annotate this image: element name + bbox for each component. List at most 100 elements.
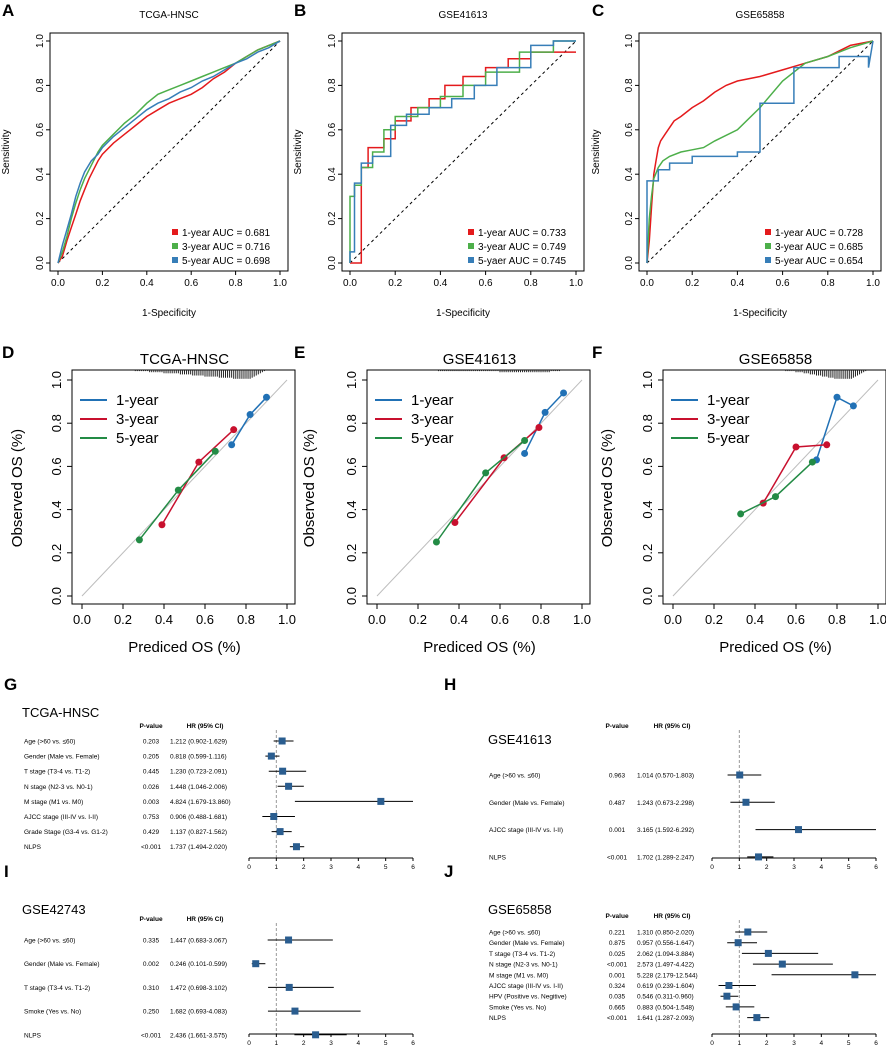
row-hr-ci: 2.436 (1.661-3.575) <box>170 1032 227 1039</box>
hr-marker <box>270 813 278 820</box>
row-label: Age (>60 vs. ≤60) <box>24 739 75 746</box>
plot-frame <box>366 369 591 605</box>
roc-curve-5-year <box>349 40 576 263</box>
legend-entry: 3-year AUC = 0.685 <box>775 242 864 253</box>
calibration-point <box>833 393 841 401</box>
chart-title: TCGA-HNSC <box>140 351 229 368</box>
x-tick-label: 0.0 <box>343 278 357 289</box>
calibration-point <box>263 393 270 401</box>
legend-swatch <box>172 243 178 249</box>
row-hr-ci: 0.246 (0.101-0.599) <box>170 961 227 968</box>
ideal-line <box>672 379 879 597</box>
calibration-panel-E: E GSE41613 0.0 0.0 0.2 0.2 0.4 0.4 0.6 0.6 0.8 0.8 1… <box>294 343 591 656</box>
row-label: M stage (M1 vs. M0) <box>489 972 548 979</box>
panel-label: I <box>4 862 9 881</box>
x-tick-label: 0.6 <box>491 612 509 627</box>
x-tick-label: 3 <box>329 864 333 871</box>
legend-entry: 3-year <box>707 411 750 428</box>
roc-curve-3-year <box>349 40 576 263</box>
x-tick-label: 5 <box>847 864 851 871</box>
panel-label: D <box>2 343 14 362</box>
row-hr-ci: 1.243 (0.673-2.298) <box>637 800 694 807</box>
row-hr-ci: 1.137 (0.827-1.562) <box>170 829 227 836</box>
header-p-value: P-value <box>605 913 629 920</box>
legend-entry: 1-year AUC = 0.728 <box>775 228 864 239</box>
roc-curve-5-year <box>57 40 281 264</box>
calibration-point <box>808 458 816 466</box>
hr-marker <box>736 771 744 779</box>
row-hr-ci: 1.737 (1.494-2.020) <box>170 844 227 851</box>
x-tick-label: 4 <box>357 1040 361 1047</box>
y-tick-label: 0.8 <box>35 78 46 92</box>
forest-panel-H: H GSE41613 P-value HR (95% CI) 0 1 2 3 4 5 6 Age (>… <box>444 675 878 871</box>
roc-panel-B: B GSE41613 0.0 0.0 0.2 0.2 0.4 0.4 0.6 0.6 0.8 0.8 1… <box>293 1 585 319</box>
row-hr-ci: 3.165 (1.592-6.292) <box>637 827 694 834</box>
x-tick-label: 5 <box>384 1040 388 1047</box>
row-label: HPV (Positive vs. Negitive) <box>489 994 567 1001</box>
legend-entry: 5-year <box>411 430 454 447</box>
legend-entry: 3-year <box>411 411 454 428</box>
calibration-line-5-year <box>740 461 813 515</box>
x-tick-label: 1.0 <box>569 278 583 289</box>
y-tick-label: 0.4 <box>344 501 359 519</box>
y-axis-title: Sensitivity <box>293 129 304 174</box>
x-tick-label: 0.2 <box>409 612 427 627</box>
y-tick-label: 0.2 <box>35 211 46 225</box>
y-tick-label: 0.0 <box>640 587 655 605</box>
hr-marker <box>764 949 772 957</box>
row-p-value: 0.875 <box>609 940 626 947</box>
row-hr-ci: 0.883 (0.504-1.548) <box>637 1004 694 1011</box>
row-p-value: 0.310 <box>143 985 160 992</box>
legend-swatch <box>172 229 178 235</box>
hr-marker <box>755 853 763 861</box>
panel-label: H <box>444 675 456 694</box>
legend-entry: 5-year AUC = 0.654 <box>775 256 864 267</box>
chart-title: GSE41613 <box>488 732 552 747</box>
x-tick-label: 1 <box>738 1040 742 1047</box>
row-hr-ci: 1.702 (1.289-2.247) <box>637 854 694 861</box>
x-tick-label: 6 <box>874 1040 878 1047</box>
legend-entry: 5-year <box>116 430 159 447</box>
y-tick-label: 0.2 <box>624 211 635 225</box>
row-hr-ci: 5.228 (2.179-12.544) <box>637 972 698 979</box>
row-hr-ci: 1.447 (0.683-3.067) <box>170 938 227 945</box>
calibration-point <box>135 536 143 544</box>
plot-frame <box>71 369 296 605</box>
x-tick-label: 0.6 <box>787 612 805 627</box>
hr-marker <box>285 782 293 790</box>
x-tick-label: 1 <box>275 1040 279 1047</box>
hr-marker <box>291 1007 299 1015</box>
x-tick-label: 1.0 <box>278 612 296 627</box>
row-label: M stage (M1 vs. M0) <box>24 799 83 806</box>
legend-entry: 3-year <box>116 411 159 428</box>
row-label: NLPS <box>24 844 42 851</box>
row-label: T stage (T3-4 vs. T1-2) <box>24 985 90 992</box>
row-hr-ci: 1.014 (0.570-1.803) <box>637 773 694 780</box>
calibration-panel-D: D TCGA-HNSC 0.0 0.0 0.2 0.2 0.4 0.4 0.6 0.6 0.8 0.8… <box>2 343 296 656</box>
row-p-value: 0.035 <box>609 994 626 1001</box>
row-label: NLPS <box>24 1032 42 1039</box>
roc-curve-5-year <box>646 40 874 263</box>
y-tick-label: 1.0 <box>640 371 655 389</box>
roc-panel-C: C GSE65858 0.0 0.0 0.2 0.2 0.4 0.4 0.6 0.6 0.8 0.8 1… <box>591 1 882 319</box>
y-tick-label: 0.6 <box>640 457 655 475</box>
calibration-point <box>792 443 800 451</box>
calibration-point <box>521 449 529 457</box>
calibration-line-5-year <box>435 439 526 543</box>
x-tick-label: 1 <box>275 864 279 871</box>
row-p-value: 0.026 <box>143 784 160 791</box>
hr-marker <box>312 1031 320 1039</box>
legend-entry: 5-year AUC = 0.698 <box>182 256 271 267</box>
row-label: Smoke (Yes vs. No) <box>489 1004 546 1011</box>
y-tick-label: 0.8 <box>624 78 635 92</box>
x-tick-label: 0.6 <box>184 278 198 289</box>
plot-frame <box>638 32 882 272</box>
chart-title: GSE41613 <box>443 351 516 368</box>
y-tick-label: 0.2 <box>640 544 655 562</box>
x-tick-label: 5 <box>384 864 388 871</box>
y-tick-label: 1.0 <box>624 34 635 48</box>
x-tick-label: 6 <box>411 1040 415 1047</box>
row-hr-ci: 0.619 (0.239-1.604) <box>637 983 694 990</box>
y-tick-label: 1.0 <box>327 34 338 48</box>
hr-marker <box>285 936 293 944</box>
